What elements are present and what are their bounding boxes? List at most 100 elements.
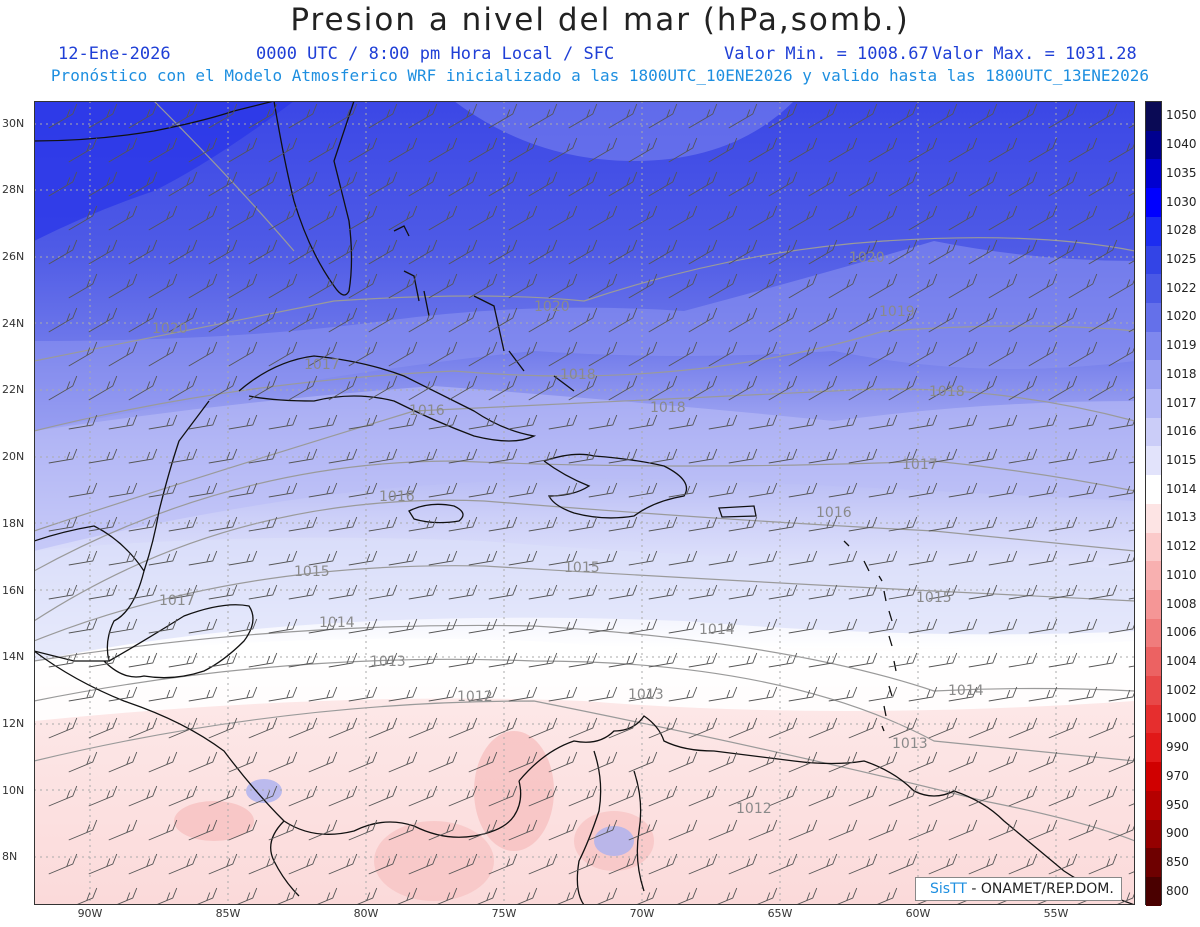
wind-barb (308, 751, 338, 773)
wind-barb (768, 516, 798, 532)
wind-barb (108, 205, 138, 231)
wind-barb (568, 307, 598, 333)
wind-barb (508, 482, 538, 498)
colorbar-swatch (1146, 676, 1161, 705)
wind-barb (768, 171, 798, 197)
wind-barb (748, 550, 778, 566)
wind-barb (748, 137, 778, 163)
wind-barb (868, 618, 898, 634)
wind-barb (1048, 239, 1078, 265)
wind-barb (288, 103, 318, 129)
wind-barb (888, 171, 918, 197)
wind-barb (708, 550, 738, 566)
wind-barb (688, 239, 718, 265)
wind-barb (88, 853, 118, 875)
wind-barb (1108, 689, 1135, 702)
wind-barb (68, 482, 98, 498)
wind-barb (68, 686, 98, 702)
wind-barb (1008, 171, 1038, 197)
sistt-brand: SisTT (930, 881, 967, 897)
wind-barb (228, 137, 258, 163)
wind-barb (868, 414, 898, 430)
colorbar-swatch (1146, 446, 1161, 476)
wind-barb (968, 652, 998, 668)
wind-barb (628, 205, 658, 231)
contour-label: 1018 (560, 367, 596, 383)
wind-barb (588, 414, 618, 430)
wind-barb (588, 550, 618, 566)
wind-barb (1008, 853, 1038, 875)
wind-barb (268, 618, 298, 634)
wind-barb (748, 414, 778, 430)
wind-barb (368, 375, 398, 401)
wind-barb (928, 652, 958, 668)
wind-barb (368, 103, 398, 129)
contour-label: 1014 (319, 615, 355, 631)
wind-barb (928, 584, 958, 600)
wind-barb (268, 341, 298, 367)
colorbar-swatch (1146, 647, 1161, 677)
lat-label: 14N (2, 650, 25, 663)
wind-barb (188, 205, 218, 231)
wind-barb (208, 375, 238, 401)
wind-barb (1088, 103, 1118, 129)
wind-barb (968, 375, 998, 401)
wind-barb (588, 819, 618, 841)
colorbar-label: 1028 (1166, 223, 1197, 238)
lake-maracaibo (576, 750, 602, 905)
wind-barb (1068, 482, 1098, 498)
wind-barb (608, 307, 638, 333)
wind-barb (548, 205, 578, 231)
colorbar-swatch (1146, 876, 1161, 906)
wind-barb (608, 171, 638, 197)
wind-barb (1008, 717, 1038, 739)
wind-barb (668, 618, 698, 634)
wind-barb (908, 482, 938, 498)
wind-barb (288, 448, 318, 464)
wind-barb (408, 171, 438, 197)
wind-barb (908, 686, 938, 702)
wind-barb (348, 273, 378, 299)
wind-barb (728, 307, 758, 333)
wind-barb (1028, 618, 1058, 634)
wind-barb (648, 652, 678, 668)
wind-barb (848, 307, 878, 333)
isobar-1020a (34, 237, 1135, 362)
wind-barb (988, 686, 1018, 702)
colorbar-swatch (1146, 274, 1161, 303)
wind-barb (648, 717, 678, 739)
wind-barb (568, 239, 598, 265)
wind-barb (88, 785, 118, 807)
bahamas (393, 225, 575, 392)
wind-barb (1088, 652, 1118, 668)
wind-barb (48, 375, 78, 401)
contour-label: 1015 (294, 564, 330, 580)
lat-label: 26N (2, 250, 25, 263)
wind-barb (368, 785, 398, 807)
wind-barb (108, 273, 138, 299)
wind-barb (348, 686, 378, 702)
wind-barb (1048, 717, 1078, 739)
wind-barb (388, 618, 418, 634)
wind-barb (168, 239, 198, 265)
wind-barb (1028, 550, 1058, 566)
wind-barb (828, 618, 858, 634)
colorbar-label: 990 (1166, 740, 1189, 755)
wind-barb (348, 618, 378, 634)
wind-barb (868, 273, 898, 299)
wind-barb (768, 584, 798, 600)
wind-barb (108, 341, 138, 367)
colorbar-label: 1008 (1166, 596, 1197, 611)
lat-label: 12N (2, 717, 25, 730)
wind-barb (408, 853, 438, 875)
wind-barb (608, 853, 638, 875)
wind-barb (148, 550, 178, 566)
wind-barb (388, 137, 418, 163)
wind-barb (88, 239, 118, 265)
wind-barb (828, 686, 858, 702)
wind-barb (428, 341, 458, 367)
lon-label: 75W (491, 907, 517, 920)
wind-barb (508, 414, 538, 430)
colorbar-swatch (1146, 360, 1161, 390)
wind-barb (848, 652, 878, 668)
